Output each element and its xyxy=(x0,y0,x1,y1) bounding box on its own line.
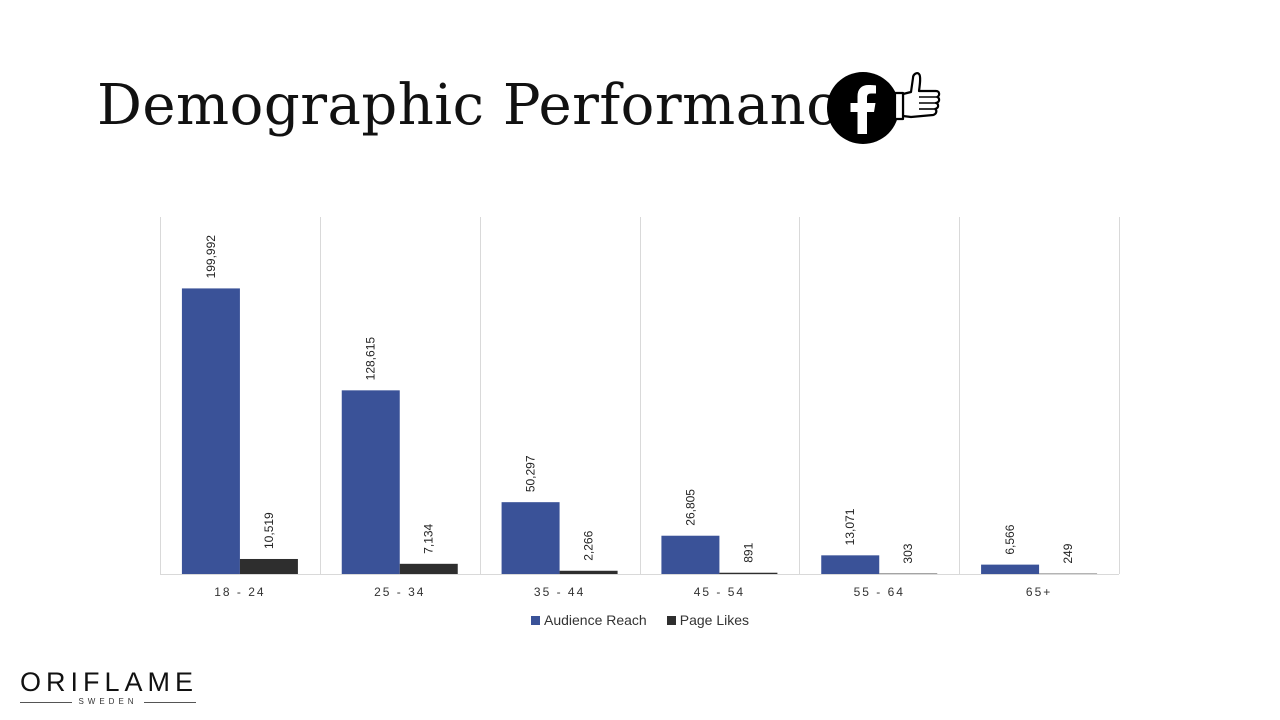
bar-audience-reach xyxy=(181,288,240,574)
bar-page-likes xyxy=(879,573,938,575)
bar-audience-reach xyxy=(821,555,880,574)
legend-label-page-likes: Page Likes xyxy=(679,612,750,628)
x-tick-label: 35 - 44 xyxy=(534,585,585,599)
legend-item-page-likes: Page Likes xyxy=(666,612,750,628)
data-label-audience-reach: 199,992 xyxy=(204,235,218,279)
bar-page-likes xyxy=(399,563,458,574)
bar-page-likes xyxy=(239,558,298,574)
data-label-audience-reach: 50,297 xyxy=(524,455,538,492)
legend-swatch-audience-reach xyxy=(530,615,540,625)
oriflame-logo: ORIFLAME SWEDEN xyxy=(20,667,196,707)
data-label-page-likes: 891 xyxy=(741,542,755,562)
legend-item-audience-reach: Audience Reach xyxy=(530,612,647,628)
chart-legend: Audience Reach Page Likes xyxy=(0,612,1280,628)
x-tick-label: 18 - 24 xyxy=(214,585,265,599)
x-tick-label: 65+ xyxy=(1026,585,1052,599)
data-label-page-likes: 303 xyxy=(901,543,915,563)
page-title: Demographic Performance xyxy=(97,73,872,138)
data-label-page-likes: 2,266 xyxy=(582,530,596,560)
data-label-page-likes: 249 xyxy=(1061,543,1075,563)
thumbs-up-icon xyxy=(893,72,941,121)
legend-swatch-page-likes xyxy=(666,615,676,625)
x-tick-label: 25 - 34 xyxy=(374,585,425,599)
data-label-audience-reach: 26,805 xyxy=(683,489,697,526)
bar-audience-reach xyxy=(661,535,720,574)
bar-audience-reach xyxy=(981,564,1040,574)
data-label-audience-reach: 128,615 xyxy=(364,337,378,381)
bar-audience-reach xyxy=(501,502,560,574)
facebook-logo-icon xyxy=(827,72,899,144)
data-label-audience-reach: 6,566 xyxy=(1003,524,1017,554)
data-label-page-likes: 7,134 xyxy=(422,523,436,553)
bar-page-likes xyxy=(719,572,778,574)
data-label-page-likes: 10,519 xyxy=(262,512,276,549)
x-tick-label: 45 - 54 xyxy=(694,585,745,599)
bar-page-likes xyxy=(1039,573,1098,575)
bar-page-likes xyxy=(559,570,618,574)
brand-sub: SWEDEN xyxy=(78,697,138,706)
x-tick-label: 55 - 64 xyxy=(854,585,905,599)
brand-name: ORIFLAME xyxy=(20,667,199,697)
legend-label-audience-reach: Audience Reach xyxy=(543,612,647,628)
bar-audience-reach xyxy=(341,390,400,574)
data-label-audience-reach: 13,071 xyxy=(843,508,857,545)
